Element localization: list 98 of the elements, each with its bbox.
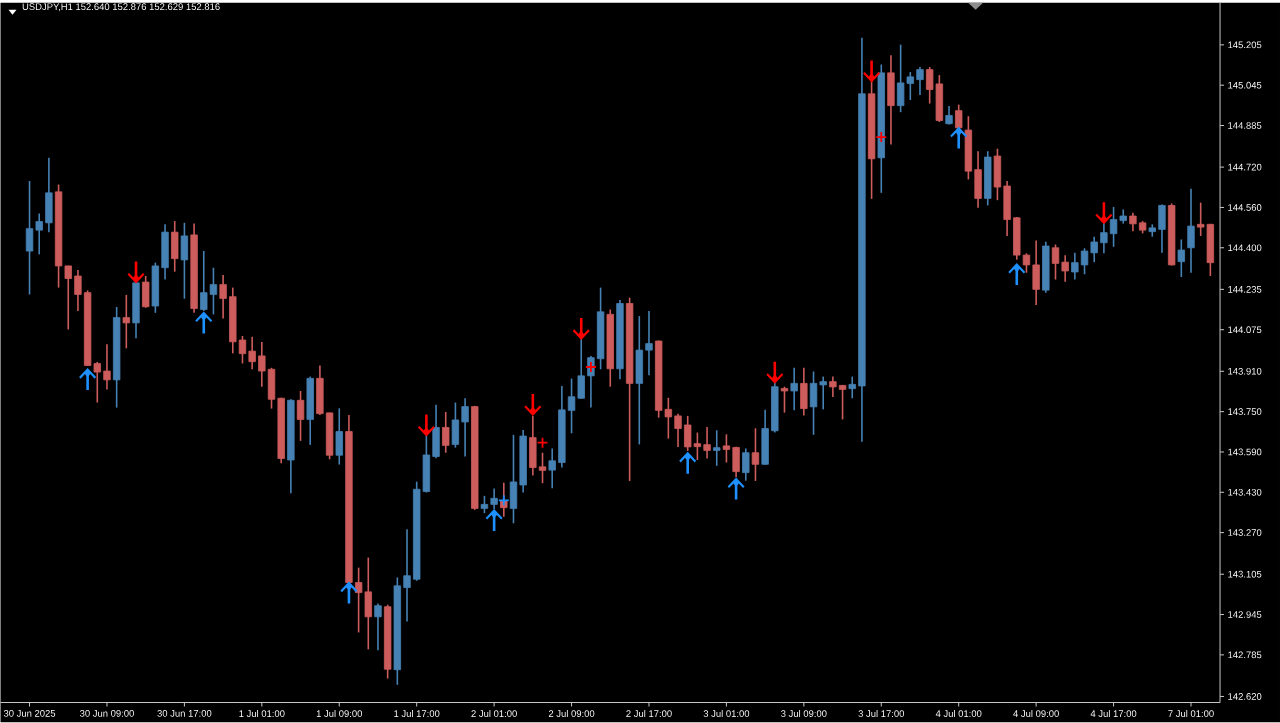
x-tick-label: 30 Jun 09:00 (79, 710, 134, 717)
candlestick (848, 376, 856, 400)
candlestick (248, 336, 256, 371)
candlestick (1051, 243, 1060, 281)
candlestick (1071, 252, 1079, 281)
point (679, 452, 697, 475)
candlestick (809, 370, 818, 436)
candlestick (180, 222, 189, 300)
y-tick-label: 142.620 (1228, 693, 1262, 701)
candlestick (122, 294, 131, 350)
y-tick-label: 144.560 (1228, 204, 1262, 212)
candlestick (258, 341, 266, 388)
point (536, 436, 549, 449)
candlestick (1080, 247, 1089, 276)
candlestick (1129, 212, 1137, 233)
y-tick-label: 144.235 (1228, 286, 1262, 293)
x-tick-label: 4 Jul 09:00 (1013, 710, 1059, 718)
y-tick-label: 144.885 (1228, 122, 1262, 130)
point (950, 126, 968, 149)
candlestick (819, 376, 827, 411)
y-tick-label: 143.590 (1228, 448, 1262, 456)
candlestick (538, 452, 547, 485)
y-tick-label: 143.910 (1228, 368, 1262, 375)
point (417, 414, 435, 437)
y-tick-label: 143.750 (1228, 408, 1262, 416)
candlestick (490, 487, 498, 511)
x-tick-label: 2 Jul 09:00 (548, 710, 595, 718)
x-tick-label: 3 Jul 01:00 (703, 710, 750, 718)
x-tick-label: 2 Jul 17:00 (626, 710, 672, 718)
x-tick-label: 4 Jul 17:00 (1090, 710, 1137, 718)
candlestick (703, 426, 711, 460)
candlestick (722, 433, 731, 464)
point (340, 581, 358, 604)
point (1008, 263, 1026, 286)
point (79, 368, 97, 391)
candlestick (645, 310, 653, 377)
candlestick (25, 180, 34, 296)
x-tick-label: 2 Jul 01:00 (471, 710, 517, 718)
candlestick (567, 378, 576, 435)
point (863, 60, 881, 83)
candlestick (713, 429, 721, 467)
candlestick (461, 397, 469, 458)
point (1095, 202, 1113, 225)
y-tick-label: 144.075 (1228, 326, 1262, 334)
point (195, 311, 213, 334)
candlestick (1177, 238, 1186, 279)
point (727, 477, 745, 500)
candlestick (838, 384, 847, 421)
x-tick-label: 30 Jun 17:00 (157, 710, 212, 717)
candlestick (1061, 254, 1069, 283)
candlestick (1022, 252, 1031, 274)
y-tick-label: 142.785 (1228, 651, 1262, 659)
x-tick-label: 4 Jul 01:00 (935, 710, 982, 718)
candlestick (790, 367, 798, 412)
point (572, 318, 590, 341)
candlestick (955, 104, 963, 130)
candlestick (780, 386, 789, 414)
candlestick (548, 447, 556, 490)
candlestick (35, 212, 43, 256)
y-tick-label: 143.105 (1228, 571, 1262, 578)
candlestick (1158, 203, 1166, 254)
y-tick-label: 142.945 (1228, 611, 1262, 619)
candlestick (1100, 222, 1108, 255)
x-tick-label: 30 Jun 2025 (3, 710, 56, 717)
candlestick (74, 269, 82, 313)
y-tick-label: 145.205 (1228, 41, 1262, 49)
candlestick (296, 390, 305, 442)
point (127, 261, 145, 284)
candlestick (374, 602, 382, 652)
candlestick (103, 343, 111, 391)
candlestick (916, 66, 924, 97)
candlestick (1090, 236, 1098, 264)
x-tick-label: 3 Jul 17:00 (858, 710, 905, 718)
y-tick-label: 145.045 (1228, 82, 1262, 89)
candlestick (238, 335, 247, 365)
chart-title: USDJPY,H1 152.640 152.876 152.629 152.816 (22, 3, 220, 12)
x-tick-label: 1 Jul 01:00 (239, 710, 285, 718)
x-tick-label: 1 Jul 17:00 (394, 710, 440, 718)
y-tick-label: 144.720 (1228, 164, 1262, 171)
candlestick (945, 105, 953, 126)
x-tick-label: 1 Jul 09:00 (316, 710, 363, 718)
point (524, 394, 542, 417)
point (497, 494, 510, 507)
candlestick (219, 274, 227, 320)
candlestick (403, 528, 411, 623)
candlestick (1187, 188, 1195, 274)
candlestick (829, 376, 837, 399)
y-tick-label: 143.430 (1228, 489, 1262, 496)
y-tick-label: 143.270 (1228, 529, 1262, 537)
x-tick-label: 3 Jul 09:00 (781, 710, 827, 718)
candlestick (742, 447, 750, 482)
candlestick (674, 413, 682, 448)
x-tick-label: 7 Jul 01:00 (1168, 710, 1214, 718)
candlestick (442, 411, 450, 454)
y-tick-label: 144.400 (1228, 244, 1262, 252)
candlestick (577, 337, 585, 400)
candlestick (335, 407, 343, 466)
candlestick (751, 427, 760, 482)
